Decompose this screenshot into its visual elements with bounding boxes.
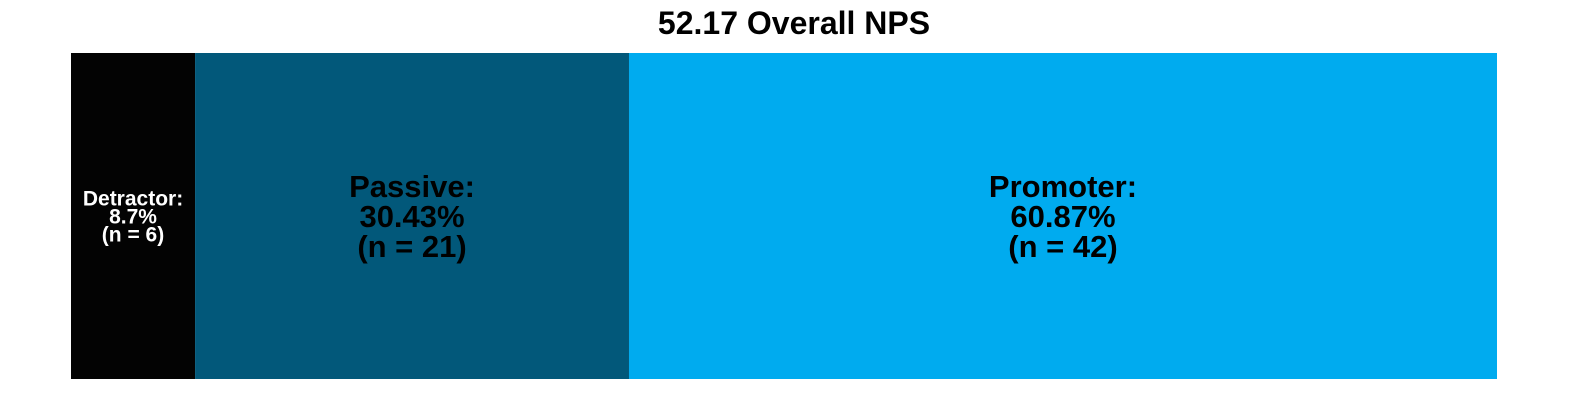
segment-label-detractor-line-2: 8.7% [109,205,157,228]
chart-title: 52.17 Overall NPS [657,5,931,41]
segment-label-promoter-line-1: Promoter: [989,169,1137,204]
bar-segment-promoter [628,53,1497,379]
segment-label-detractor-line-3: (n = 6) [102,223,164,246]
segment-label-promoter-line-2: 60.87% [1010,199,1115,234]
segment-label-passive-line-1: Passive: [349,169,475,204]
bar-segment-passive [195,53,629,379]
bar-segment-detractor [71,53,196,379]
segment-label-promoter-line-3: (n = 42) [1008,229,1117,264]
segment-label-passive-line-2: 30.43% [359,199,464,234]
segment-label-passive-line-3: (n = 21) [357,229,466,264]
segment-label-detractor-line-1: Detractor: [83,187,183,210]
segment-labels: Detractor:8.7%(n = 6)Passive:30.43%(n = … [83,169,1137,264]
bar-segments [71,53,1497,379]
